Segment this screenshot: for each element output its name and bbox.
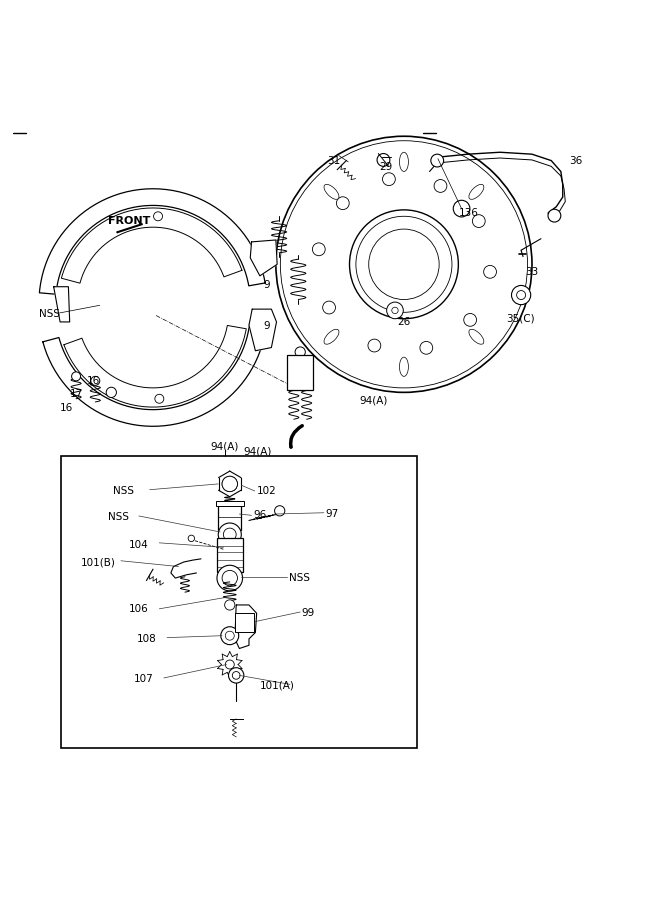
Ellipse shape	[324, 329, 339, 344]
Circle shape	[223, 528, 236, 541]
Polygon shape	[64, 326, 246, 407]
Circle shape	[91, 376, 100, 385]
Text: NSS: NSS	[39, 310, 60, 320]
Circle shape	[218, 523, 241, 546]
Text: 101(B): 101(B)	[81, 557, 115, 567]
Text: 94(A): 94(A)	[211, 442, 239, 452]
Text: 26: 26	[398, 317, 411, 327]
Text: 101(A): 101(A)	[260, 680, 295, 690]
Bar	[235, 613, 254, 633]
Text: NSS: NSS	[113, 486, 133, 496]
Ellipse shape	[469, 329, 484, 344]
Text: 94(A): 94(A)	[244, 447, 272, 457]
Text: 99: 99	[301, 608, 315, 618]
Bar	[217, 537, 243, 572]
Bar	[215, 501, 244, 506]
Text: 16: 16	[59, 403, 73, 413]
Circle shape	[484, 266, 496, 278]
Text: 31: 31	[327, 156, 340, 166]
Circle shape	[464, 313, 476, 327]
Text: 35(C): 35(C)	[506, 314, 535, 324]
Ellipse shape	[324, 184, 339, 200]
Text: 36: 36	[569, 156, 582, 166]
Circle shape	[217, 565, 243, 591]
Circle shape	[295, 346, 305, 357]
Polygon shape	[249, 309, 277, 351]
Circle shape	[222, 476, 237, 491]
Text: FRONT: FRONT	[108, 216, 151, 226]
Bar	[218, 504, 241, 530]
Text: 107: 107	[133, 674, 153, 684]
Text: 96: 96	[253, 510, 267, 520]
Circle shape	[420, 341, 433, 355]
Text: 9: 9	[263, 321, 269, 331]
Circle shape	[222, 571, 237, 586]
Text: 106: 106	[129, 604, 148, 614]
Circle shape	[71, 372, 81, 381]
Polygon shape	[235, 605, 257, 649]
Text: 17: 17	[69, 389, 83, 399]
FancyArrowPatch shape	[291, 426, 302, 447]
Circle shape	[276, 136, 532, 392]
Circle shape	[275, 506, 285, 516]
Circle shape	[221, 626, 239, 644]
Circle shape	[225, 599, 235, 610]
Text: 94(A): 94(A)	[359, 395, 388, 405]
Circle shape	[350, 210, 458, 319]
Polygon shape	[39, 189, 265, 294]
Circle shape	[377, 154, 390, 166]
Circle shape	[229, 668, 244, 683]
Text: 97: 97	[325, 509, 339, 519]
Circle shape	[434, 180, 447, 193]
Ellipse shape	[469, 184, 484, 200]
Bar	[61, 456, 417, 748]
Circle shape	[336, 197, 350, 210]
Text: 33: 33	[526, 267, 539, 277]
Circle shape	[312, 243, 325, 256]
Text: 104: 104	[129, 540, 148, 550]
Circle shape	[382, 173, 396, 185]
Circle shape	[155, 394, 164, 403]
Text: 9: 9	[263, 280, 269, 290]
Circle shape	[323, 302, 336, 314]
Circle shape	[106, 387, 117, 398]
Text: 136: 136	[458, 208, 478, 218]
Polygon shape	[43, 320, 267, 427]
Circle shape	[431, 154, 444, 167]
Text: 29: 29	[380, 162, 393, 172]
Circle shape	[225, 660, 234, 669]
Text: NSS: NSS	[108, 512, 129, 522]
Polygon shape	[53, 287, 69, 322]
Circle shape	[153, 212, 163, 220]
Text: 102: 102	[257, 486, 276, 496]
Circle shape	[512, 285, 531, 304]
Bar	[287, 356, 313, 391]
Polygon shape	[250, 240, 277, 275]
Text: 16: 16	[87, 376, 100, 386]
Circle shape	[454, 201, 470, 217]
Ellipse shape	[400, 357, 408, 376]
Polygon shape	[61, 208, 242, 284]
Text: NSS: NSS	[289, 573, 309, 583]
Circle shape	[472, 215, 485, 228]
Circle shape	[368, 339, 381, 352]
Circle shape	[548, 209, 561, 222]
Ellipse shape	[400, 152, 408, 172]
Circle shape	[188, 536, 195, 542]
Circle shape	[387, 302, 404, 319]
Text: 108: 108	[137, 634, 157, 643]
Circle shape	[225, 631, 234, 640]
